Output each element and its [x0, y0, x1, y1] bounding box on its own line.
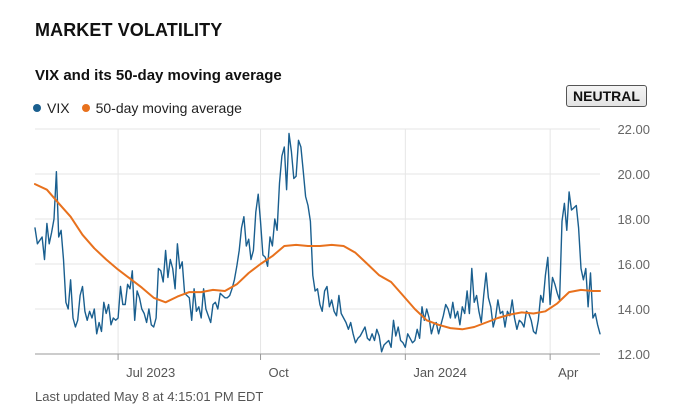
last-updated-text: Last updated May 8 at 4:15:01 PM EDT	[35, 389, 264, 404]
legend-dot-moving-average	[81, 104, 90, 112]
sentiment-badge: NEUTRAL	[566, 85, 647, 107]
moving-average-line	[34, 183, 601, 331]
series-lines	[34, 132, 601, 353]
y-tick-label: 16.00	[617, 257, 650, 272]
legend-label-moving-average: 50-day moving average	[95, 100, 242, 116]
y-tick-label: 22.00	[617, 122, 650, 137]
x-grid-lines	[117, 129, 551, 354]
legend-item-moving-average: 50-day moving average	[81, 100, 242, 116]
x-axis	[35, 353, 600, 360]
y-tick-label: 18.00	[617, 212, 650, 227]
chart-subtitle: VIX and its 50-day moving average	[35, 67, 282, 84]
chart-title: MARKET VOLATILITY	[35, 20, 223, 40]
x-tick-label: Jul 2023	[126, 365, 175, 380]
legend-item-vix: VIX	[33, 100, 70, 116]
y-tick-label: 20.00	[617, 167, 650, 182]
y-tick-label: 12.00	[617, 347, 650, 362]
chart-legend: VIX 50-day moving average	[33, 100, 254, 116]
y-tick-label: 14.00	[617, 302, 650, 317]
x-tick-label: Apr	[558, 365, 579, 380]
grid-lines	[35, 128, 600, 310]
legend-label-vix: VIX	[47, 100, 70, 116]
x-tick-labels: Jul 2023 Oct Jan 2024 Apr	[126, 365, 579, 380]
legend-dot-vix	[33, 104, 41, 112]
y-tick-labels: 12.00 14.00 16.00 18.00 20.00 22.00	[617, 122, 650, 362]
vix-line	[34, 132, 601, 353]
x-tick-label: Jan 2024	[413, 365, 467, 380]
x-tick-label: Oct	[269, 365, 290, 380]
